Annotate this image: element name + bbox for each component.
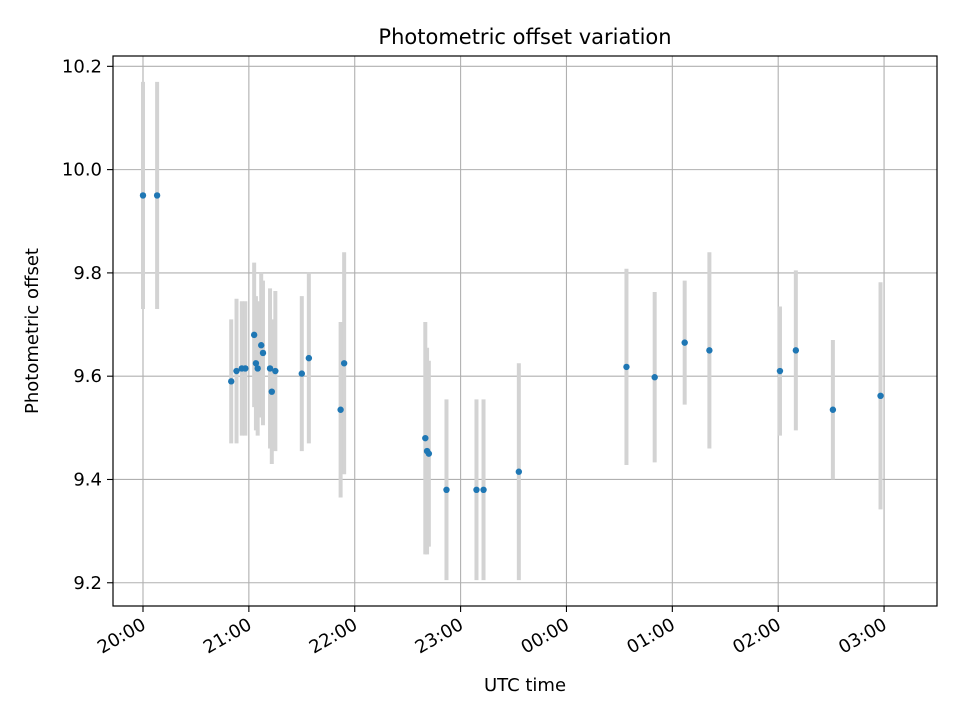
data-point [298,370,305,377]
grid [113,56,937,606]
data-point [473,486,480,494]
data-point [272,367,279,375]
y-tick-label: 9.4 [73,469,102,490]
x-tick-label: 20:00 [94,614,149,658]
x-tick-label: 23:00 [412,614,467,658]
data-point [228,378,235,385]
data-point [792,347,800,354]
data-point [515,468,523,475]
data-point [340,360,348,367]
y-tick-label: 10.0 [62,160,102,181]
y-axis-ticks: 9.2 9.4 9.6 9.8 10.0 10.2 [62,56,113,594]
data-point [706,347,713,354]
data-point [681,339,688,346]
x-tick-label: 22:00 [306,614,361,658]
x-axis-ticks: 20:00 21:00 22:00 23:00 00:00 01:00 02:00 03:00 [94,606,891,658]
plot-frame [112,55,938,607]
data-point [623,363,630,371]
y-tick-label: 9.8 [73,263,102,284]
data-point [422,434,429,442]
x-axis-title: UTC time [484,675,566,696]
y-tick-label: 9.6 [73,366,102,387]
data-point [337,406,344,413]
data-point [258,342,265,349]
data-point [266,365,274,372]
data-point [252,360,260,367]
chart-title: Photometric offset variation [378,25,671,49]
data-point [829,406,837,413]
x-tick-label: 00:00 [518,614,573,658]
data-point [877,392,884,400]
data-point [233,367,240,375]
data-point [153,192,161,199]
data-point [250,331,258,339]
data-point [651,374,658,381]
data-points [139,192,884,494]
data-point [259,349,267,357]
data-point [139,192,147,199]
data-point [443,486,450,494]
data-point [305,354,313,362]
error-bars [140,81,883,581]
data-point [242,365,249,372]
y-tick-label: 10.2 [62,56,102,77]
data-point [480,486,487,494]
x-tick-label: 03:00 [835,614,890,658]
y-tick-label: 9.2 [73,573,102,594]
x-tick-label: 21:00 [200,614,255,658]
x-tick-label: 01:00 [623,614,678,658]
x-tick-label: 02:00 [729,614,784,658]
data-point [254,365,261,372]
y-axis-title: Photometric offset [22,248,43,414]
data-point [425,450,433,457]
data-point [268,388,276,395]
data-point [776,367,784,375]
